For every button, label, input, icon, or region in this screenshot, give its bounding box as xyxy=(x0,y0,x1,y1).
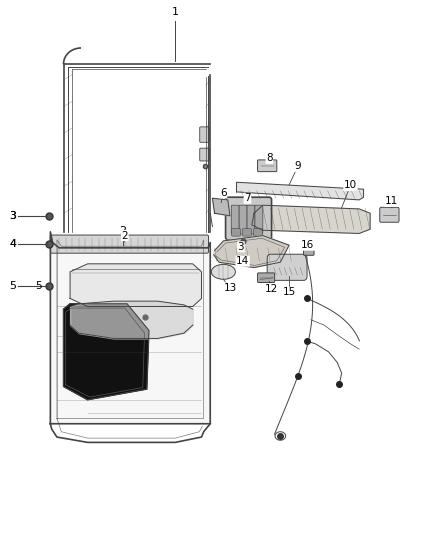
FancyBboxPatch shape xyxy=(239,205,247,234)
FancyBboxPatch shape xyxy=(50,235,208,253)
Text: 1: 1 xyxy=(172,7,179,17)
Polygon shape xyxy=(252,205,370,233)
FancyBboxPatch shape xyxy=(267,254,307,280)
Text: 16: 16 xyxy=(301,240,314,250)
Polygon shape xyxy=(70,264,201,306)
FancyBboxPatch shape xyxy=(200,127,209,142)
Text: 8: 8 xyxy=(266,154,273,163)
Text: 9: 9 xyxy=(294,161,301,171)
FancyBboxPatch shape xyxy=(258,160,277,172)
FancyBboxPatch shape xyxy=(255,205,263,234)
FancyBboxPatch shape xyxy=(304,245,314,255)
FancyBboxPatch shape xyxy=(243,229,251,236)
Text: 7: 7 xyxy=(244,193,251,203)
Text: 11: 11 xyxy=(385,197,398,206)
Text: 3: 3 xyxy=(9,211,16,221)
Text: 2: 2 xyxy=(119,225,126,236)
Text: 3: 3 xyxy=(237,242,244,252)
FancyBboxPatch shape xyxy=(200,148,209,161)
FancyBboxPatch shape xyxy=(247,205,255,234)
Text: 5: 5 xyxy=(35,281,42,291)
Text: 10: 10 xyxy=(344,181,357,190)
Polygon shape xyxy=(214,236,289,268)
Text: 12: 12 xyxy=(265,284,278,294)
FancyBboxPatch shape xyxy=(380,207,399,222)
Text: 5: 5 xyxy=(9,281,16,291)
Polygon shape xyxy=(237,182,364,200)
Text: 15: 15 xyxy=(283,287,296,297)
Ellipse shape xyxy=(211,264,236,279)
Polygon shape xyxy=(64,304,149,400)
FancyBboxPatch shape xyxy=(258,273,275,282)
FancyBboxPatch shape xyxy=(254,229,262,236)
Polygon shape xyxy=(212,198,230,216)
Text: 13: 13 xyxy=(223,283,237,293)
Text: 2: 2 xyxy=(121,231,128,240)
Polygon shape xyxy=(50,232,210,424)
FancyBboxPatch shape xyxy=(232,229,240,236)
Text: 4: 4 xyxy=(10,239,16,248)
FancyBboxPatch shape xyxy=(226,197,272,240)
Text: 4: 4 xyxy=(9,239,16,248)
Text: 14: 14 xyxy=(236,256,249,266)
FancyBboxPatch shape xyxy=(231,205,239,234)
Text: 6: 6 xyxy=(220,188,227,198)
Text: 3: 3 xyxy=(10,211,16,221)
